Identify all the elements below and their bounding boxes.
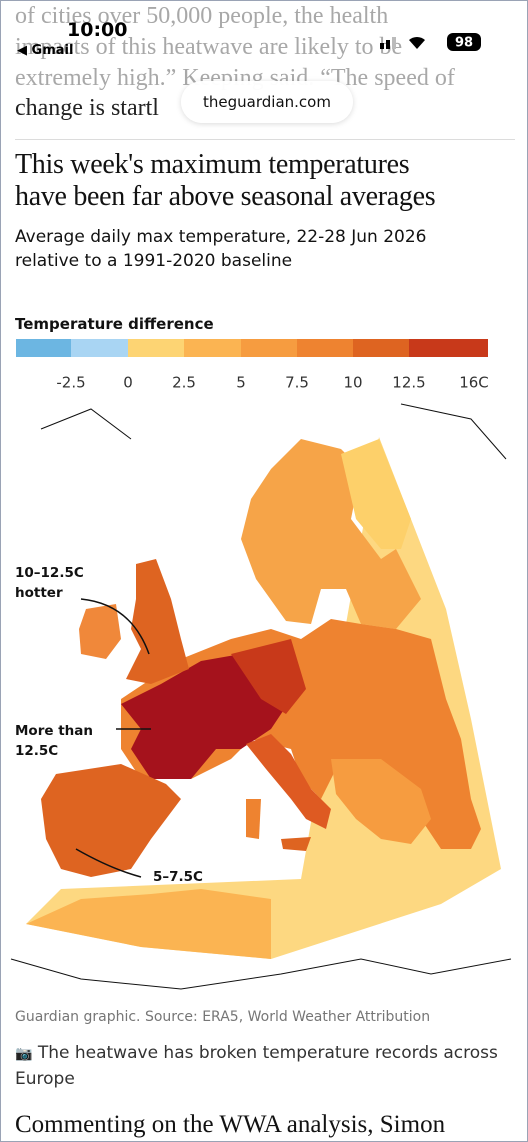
legend-title: Temperature difference	[15, 315, 214, 333]
caption-line: 📷 The heatwave has broken temperature re…	[15, 1041, 498, 1067]
signal-bar	[380, 43, 384, 49]
camera-icon: 📷	[15, 1046, 33, 1062]
legend-tick-label: 0	[123, 374, 133, 392]
legend-swatch	[353, 339, 409, 357]
map-region	[281, 837, 311, 851]
legend-tick-label: -2.5	[56, 374, 85, 392]
status-time: 10:00	[67, 19, 128, 41]
next-paragraph: Commenting on the WWA analysis, Simon	[15, 1111, 446, 1138]
signal-bar	[386, 40, 390, 49]
map-region	[41, 764, 181, 877]
legend-swatch	[128, 339, 184, 357]
map-region	[79, 604, 121, 659]
legend-swatch	[409, 339, 488, 357]
map	[10, 403, 512, 990]
coastline	[10, 403, 512, 990]
battery-level: 98	[455, 36, 473, 51]
divider	[15, 139, 515, 140]
annotation-line-text: 10–12.5C	[15, 565, 84, 581]
article-text: of cities over 50,000 people, the health	[15, 3, 389, 29]
caption-text: The heatwave has broken temperature reco…	[37, 1043, 498, 1063]
map-region	[246, 799, 261, 839]
graphic-subtitle: Average daily max temperature, 22-28 Jun…	[15, 227, 427, 247]
graphic-subtitle: relative to a 1991-2020 baseline	[15, 251, 293, 271]
annotation-line-text: More than	[15, 723, 94, 739]
map-region	[126, 559, 189, 684]
annotation-line	[75, 848, 142, 878]
url-bar[interactable]: theguardian.com	[181, 81, 353, 123]
signal-bar	[392, 37, 396, 49]
map-region	[26, 889, 271, 959]
map-annotation: More than 12.5C	[15, 721, 93, 761]
map-annotation: 5–7.5C	[153, 867, 203, 887]
graphic-source: Guardian graphic. Source: ERA5, World We…	[15, 1009, 431, 1025]
annotation-line-text: 5–7.5C	[153, 869, 203, 885]
annotation-line	[80, 598, 150, 655]
article-text: change is startl	[15, 95, 159, 121]
legend-swatch	[16, 339, 71, 357]
map-region	[331, 759, 431, 844]
annotation-line-text: 12.5C	[15, 743, 59, 759]
legend-swatch	[241, 339, 297, 357]
legend: -2.5 0 2.5 5 7.5 10 12.5 16C	[16, 339, 489, 392]
graphic-title: This week's maximum temperatures	[15, 149, 410, 180]
map-region	[231, 639, 306, 714]
map-annotation: 10–12.5C hotter	[15, 563, 84, 603]
legend-tick-label: 2.5	[172, 374, 196, 392]
caption-text: Europe	[15, 1069, 75, 1089]
legend-tick-label: 10	[343, 374, 362, 392]
caption: 📷 The heatwave has broken temperature re…	[15, 1041, 498, 1092]
map-region	[246, 734, 331, 829]
url-domain: theguardian.com	[203, 93, 331, 111]
legend-swatch	[71, 339, 128, 357]
map-region	[121, 654, 291, 779]
legend-swatch	[184, 339, 241, 357]
status-icons: 98	[380, 33, 481, 51]
map-region	[241, 439, 421, 629]
back-to-app[interactable]: ◀ Gmail	[17, 43, 74, 58]
battery-icon	[447, 33, 481, 51]
back-app-name: Gmail	[31, 43, 74, 58]
graphic-title: have been far above seasonal averages	[15, 181, 436, 212]
annotation-line-text: hotter	[15, 585, 63, 601]
article-text: impacts of this heatwave are likely to b…	[15, 34, 403, 60]
legend-tick-label: 16C	[459, 374, 489, 392]
wifi-icon	[409, 36, 425, 49]
legend-tick-label: 12.5	[392, 374, 425, 392]
legend-tick-label: 5	[236, 374, 246, 392]
legend-tick-label: 7.5	[285, 374, 309, 392]
legend-swatch	[297, 339, 353, 357]
map-region	[341, 439, 411, 549]
